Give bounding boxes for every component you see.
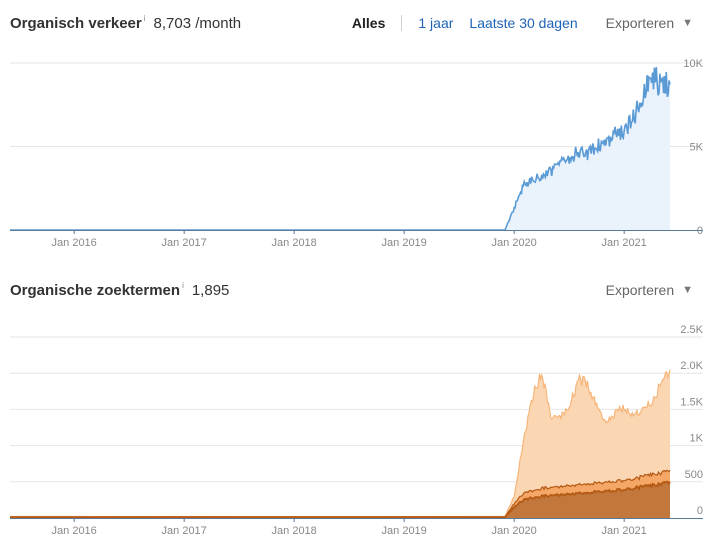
- x-tick-label: Jan 2018: [272, 525, 317, 537]
- export-label: Exporteren: [605, 15, 675, 31]
- series-area: [10, 481, 670, 518]
- chevron-down-icon: ▼: [682, 284, 693, 296]
- range-all-button[interactable]: Alles: [351, 15, 386, 31]
- series-area: [10, 67, 670, 230]
- x-tick-label: Jan 2019: [382, 237, 427, 249]
- chevron-down-icon: ▼: [682, 17, 693, 29]
- x-tick-label: Jan 2021: [602, 525, 647, 537]
- x-tick-label: Jan 2020: [492, 525, 537, 537]
- export-button[interactable]: Exporteren ▼: [606, 15, 693, 31]
- keywords-chart[interactable]: 2.5K 2.0K 1.5K 1K 500 0 Jan 2016 Jan 2017 Jan 20…: [0, 318, 713, 546]
- x-tick-label: Jan 2021: [602, 237, 647, 249]
- y-tick-label: 0: [697, 505, 703, 517]
- info-icon[interactable]: i: [182, 280, 184, 290]
- y-tick-label: 1.5K: [680, 396, 703, 408]
- keywords-controls: Exporteren ▼: [578, 277, 693, 303]
- series-area: [10, 369, 670, 517]
- series-line: [10, 469, 671, 518]
- x-tick-label: Jan 2018: [272, 237, 317, 249]
- series-line: [10, 369, 671, 518]
- keywords-value: 1,895: [191, 281, 230, 299]
- export-button[interactable]: Exporteren ▼: [606, 282, 693, 298]
- y-tick-label: 5K: [690, 142, 704, 154]
- y-tick-label: 1K: [690, 433, 704, 445]
- series-line: [10, 480, 671, 519]
- y-tick-label: 2.0K: [680, 360, 703, 372]
- x-tick-label: Jan 2016: [52, 237, 97, 249]
- x-tick-label: Jan 2019: [382, 525, 427, 537]
- traffic-value: 8,703 /month: [153, 14, 242, 32]
- series-area: [10, 470, 670, 518]
- divider: [401, 15, 403, 31]
- traffic-header: Organisch verkeer i 8,703 /month Alles 1…: [10, 10, 703, 36]
- series-line: [10, 67, 671, 231]
- keywords-header: Organische zoektermen i 1,895 Exporteren…: [10, 277, 703, 303]
- traffic-controls: Alles 1 jaar Laatste 30 dagen Exporteren…: [336, 10, 693, 36]
- info-icon[interactable]: i: [143, 13, 146, 23]
- range-30-days-button[interactable]: Laatste 30 dagen: [469, 15, 578, 31]
- x-tick-label: Jan 2017: [162, 525, 207, 537]
- x-tick-label: Jan 2020: [492, 237, 537, 249]
- export-label: Exporteren: [605, 282, 675, 298]
- x-tick-label: Jan 2017: [162, 237, 207, 249]
- y-tick-label: 500: [685, 469, 703, 481]
- range-1-year-button[interactable]: 1 jaar: [418, 15, 454, 31]
- keywords-title: Organische zoektermen: [10, 281, 181, 299]
- y-tick-label: 2.5K: [680, 324, 703, 336]
- x-tick-label: Jan 2016: [52, 525, 97, 537]
- traffic-title: Organisch verkeer: [10, 14, 142, 32]
- y-tick-label: 10K: [683, 58, 703, 70]
